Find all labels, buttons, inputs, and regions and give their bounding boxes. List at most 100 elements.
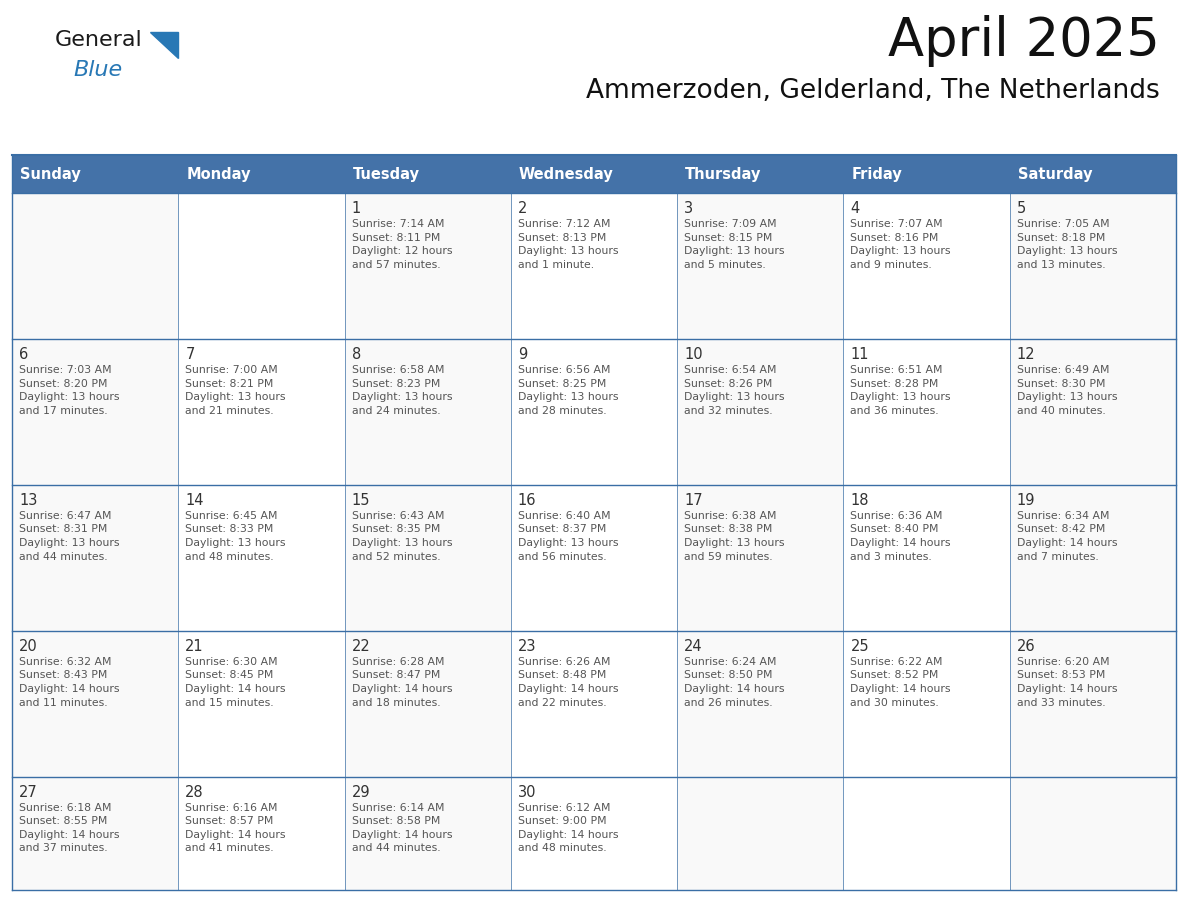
Text: 22: 22 xyxy=(352,639,371,654)
Text: Wednesday: Wednesday xyxy=(519,166,614,182)
Text: Sunrise: 7:09 AM
Sunset: 8:15 PM
Daylight: 13 hours
and 5 minutes.: Sunrise: 7:09 AM Sunset: 8:15 PM Dayligh… xyxy=(684,219,784,270)
Text: Saturday: Saturday xyxy=(1018,166,1092,182)
Bar xyxy=(511,485,677,631)
Text: 3: 3 xyxy=(684,201,694,216)
Text: Sunrise: 6:45 AM
Sunset: 8:33 PM
Daylight: 13 hours
and 48 minutes.: Sunrise: 6:45 AM Sunset: 8:33 PM Dayligh… xyxy=(185,510,286,562)
Text: 21: 21 xyxy=(185,639,204,654)
Bar xyxy=(511,193,677,339)
Bar xyxy=(12,339,178,485)
Bar xyxy=(345,631,511,777)
Text: Sunrise: 6:38 AM
Sunset: 8:38 PM
Daylight: 13 hours
and 59 minutes.: Sunrise: 6:38 AM Sunset: 8:38 PM Dayligh… xyxy=(684,510,784,562)
Text: 17: 17 xyxy=(684,493,703,508)
Bar xyxy=(677,193,843,339)
Bar xyxy=(1010,339,1176,485)
Bar xyxy=(843,631,1010,777)
Bar xyxy=(12,193,178,339)
Text: April 2025: April 2025 xyxy=(889,15,1159,67)
Bar xyxy=(178,485,345,631)
Text: 28: 28 xyxy=(185,785,204,800)
Text: Monday: Monday xyxy=(187,166,251,182)
Text: 7: 7 xyxy=(185,347,195,362)
Bar xyxy=(345,777,511,890)
Text: Sunrise: 7:14 AM
Sunset: 8:11 PM
Daylight: 12 hours
and 57 minutes.: Sunrise: 7:14 AM Sunset: 8:11 PM Dayligh… xyxy=(352,219,453,270)
Text: 29: 29 xyxy=(352,785,371,800)
Text: Sunrise: 7:00 AM
Sunset: 8:21 PM
Daylight: 13 hours
and 21 minutes.: Sunrise: 7:00 AM Sunset: 8:21 PM Dayligh… xyxy=(185,365,286,416)
Text: Sunrise: 6:28 AM
Sunset: 8:47 PM
Daylight: 14 hours
and 18 minutes.: Sunrise: 6:28 AM Sunset: 8:47 PM Dayligh… xyxy=(352,656,453,708)
Bar xyxy=(345,485,511,631)
Text: 10: 10 xyxy=(684,347,703,362)
Text: 5: 5 xyxy=(1017,201,1026,216)
Bar xyxy=(178,631,345,777)
Bar xyxy=(511,631,677,777)
Text: 26: 26 xyxy=(1017,639,1035,654)
Bar xyxy=(843,339,1010,485)
Bar xyxy=(511,777,677,890)
Text: 13: 13 xyxy=(19,493,37,508)
Bar xyxy=(178,339,345,485)
Bar xyxy=(12,777,178,890)
Text: 24: 24 xyxy=(684,639,703,654)
Text: Sunrise: 6:14 AM
Sunset: 8:58 PM
Daylight: 14 hours
and 44 minutes.: Sunrise: 6:14 AM Sunset: 8:58 PM Dayligh… xyxy=(352,802,453,854)
Text: Sunrise: 6:12 AM
Sunset: 9:00 PM
Daylight: 14 hours
and 48 minutes.: Sunrise: 6:12 AM Sunset: 9:00 PM Dayligh… xyxy=(518,802,619,854)
Bar xyxy=(677,485,843,631)
Text: 23: 23 xyxy=(518,639,536,654)
Text: 20: 20 xyxy=(19,639,38,654)
Bar xyxy=(178,193,345,339)
Text: Sunrise: 6:18 AM
Sunset: 8:55 PM
Daylight: 14 hours
and 37 minutes.: Sunrise: 6:18 AM Sunset: 8:55 PM Dayligh… xyxy=(19,802,120,854)
Bar xyxy=(677,777,843,890)
Bar xyxy=(345,193,511,339)
Text: 16: 16 xyxy=(518,493,536,508)
Text: Sunrise: 7:07 AM
Sunset: 8:16 PM
Daylight: 13 hours
and 9 minutes.: Sunrise: 7:07 AM Sunset: 8:16 PM Dayligh… xyxy=(851,219,950,270)
Text: Ammerzoden, Gelderland, The Netherlands: Ammerzoden, Gelderland, The Netherlands xyxy=(586,78,1159,104)
Text: 11: 11 xyxy=(851,347,868,362)
Text: Sunrise: 7:05 AM
Sunset: 8:18 PM
Daylight: 13 hours
and 13 minutes.: Sunrise: 7:05 AM Sunset: 8:18 PM Dayligh… xyxy=(1017,219,1117,270)
Text: 18: 18 xyxy=(851,493,868,508)
Text: Sunrise: 7:12 AM
Sunset: 8:13 PM
Daylight: 13 hours
and 1 minute.: Sunrise: 7:12 AM Sunset: 8:13 PM Dayligh… xyxy=(518,219,619,270)
Text: 27: 27 xyxy=(19,785,38,800)
Bar xyxy=(843,485,1010,631)
Text: Sunrise: 7:03 AM
Sunset: 8:20 PM
Daylight: 13 hours
and 17 minutes.: Sunrise: 7:03 AM Sunset: 8:20 PM Dayligh… xyxy=(19,365,120,416)
Text: 30: 30 xyxy=(518,785,536,800)
Text: 8: 8 xyxy=(352,347,361,362)
Text: Sunrise: 6:54 AM
Sunset: 8:26 PM
Daylight: 13 hours
and 32 minutes.: Sunrise: 6:54 AM Sunset: 8:26 PM Dayligh… xyxy=(684,365,784,416)
Bar xyxy=(1010,777,1176,890)
Text: Sunrise: 6:47 AM
Sunset: 8:31 PM
Daylight: 13 hours
and 44 minutes.: Sunrise: 6:47 AM Sunset: 8:31 PM Dayligh… xyxy=(19,510,120,562)
Bar xyxy=(1010,193,1176,339)
Text: Sunday: Sunday xyxy=(20,166,81,182)
Text: Sunrise: 6:58 AM
Sunset: 8:23 PM
Daylight: 13 hours
and 24 minutes.: Sunrise: 6:58 AM Sunset: 8:23 PM Dayligh… xyxy=(352,365,453,416)
Text: 9: 9 xyxy=(518,347,527,362)
Text: Tuesday: Tuesday xyxy=(353,166,419,182)
Text: Sunrise: 6:36 AM
Sunset: 8:40 PM
Daylight: 14 hours
and 3 minutes.: Sunrise: 6:36 AM Sunset: 8:40 PM Dayligh… xyxy=(851,510,950,562)
Text: 6: 6 xyxy=(19,347,29,362)
Text: 19: 19 xyxy=(1017,493,1035,508)
Bar xyxy=(677,631,843,777)
Text: 15: 15 xyxy=(352,493,371,508)
Bar xyxy=(843,193,1010,339)
Text: Friday: Friday xyxy=(852,166,902,182)
Text: Sunrise: 6:40 AM
Sunset: 8:37 PM
Daylight: 13 hours
and 56 minutes.: Sunrise: 6:40 AM Sunset: 8:37 PM Dayligh… xyxy=(518,510,619,562)
Polygon shape xyxy=(150,32,178,58)
Text: 1: 1 xyxy=(352,201,361,216)
Text: Sunrise: 6:26 AM
Sunset: 8:48 PM
Daylight: 14 hours
and 22 minutes.: Sunrise: 6:26 AM Sunset: 8:48 PM Dayligh… xyxy=(518,656,619,708)
Text: Sunrise: 6:24 AM
Sunset: 8:50 PM
Daylight: 14 hours
and 26 minutes.: Sunrise: 6:24 AM Sunset: 8:50 PM Dayligh… xyxy=(684,656,784,708)
Text: General: General xyxy=(55,30,143,50)
Bar xyxy=(511,339,677,485)
Text: Sunrise: 6:16 AM
Sunset: 8:57 PM
Daylight: 14 hours
and 41 minutes.: Sunrise: 6:16 AM Sunset: 8:57 PM Dayligh… xyxy=(185,802,286,854)
Bar xyxy=(843,777,1010,890)
Text: Sunrise: 6:56 AM
Sunset: 8:25 PM
Daylight: 13 hours
and 28 minutes.: Sunrise: 6:56 AM Sunset: 8:25 PM Dayligh… xyxy=(518,365,619,416)
Bar xyxy=(677,339,843,485)
Text: Sunrise: 6:34 AM
Sunset: 8:42 PM
Daylight: 14 hours
and 7 minutes.: Sunrise: 6:34 AM Sunset: 8:42 PM Dayligh… xyxy=(1017,510,1117,562)
Text: 2: 2 xyxy=(518,201,527,216)
Text: 14: 14 xyxy=(185,493,204,508)
Bar xyxy=(1010,631,1176,777)
Text: 12: 12 xyxy=(1017,347,1035,362)
Text: Sunrise: 6:20 AM
Sunset: 8:53 PM
Daylight: 14 hours
and 33 minutes.: Sunrise: 6:20 AM Sunset: 8:53 PM Dayligh… xyxy=(1017,656,1117,708)
Text: 25: 25 xyxy=(851,639,870,654)
Text: 4: 4 xyxy=(851,201,860,216)
Bar xyxy=(12,485,178,631)
Bar xyxy=(1010,485,1176,631)
Text: Sunrise: 6:32 AM
Sunset: 8:43 PM
Daylight: 14 hours
and 11 minutes.: Sunrise: 6:32 AM Sunset: 8:43 PM Dayligh… xyxy=(19,656,120,708)
Text: Sunrise: 6:49 AM
Sunset: 8:30 PM
Daylight: 13 hours
and 40 minutes.: Sunrise: 6:49 AM Sunset: 8:30 PM Dayligh… xyxy=(1017,365,1117,416)
Bar xyxy=(178,777,345,890)
Bar xyxy=(12,155,1176,193)
